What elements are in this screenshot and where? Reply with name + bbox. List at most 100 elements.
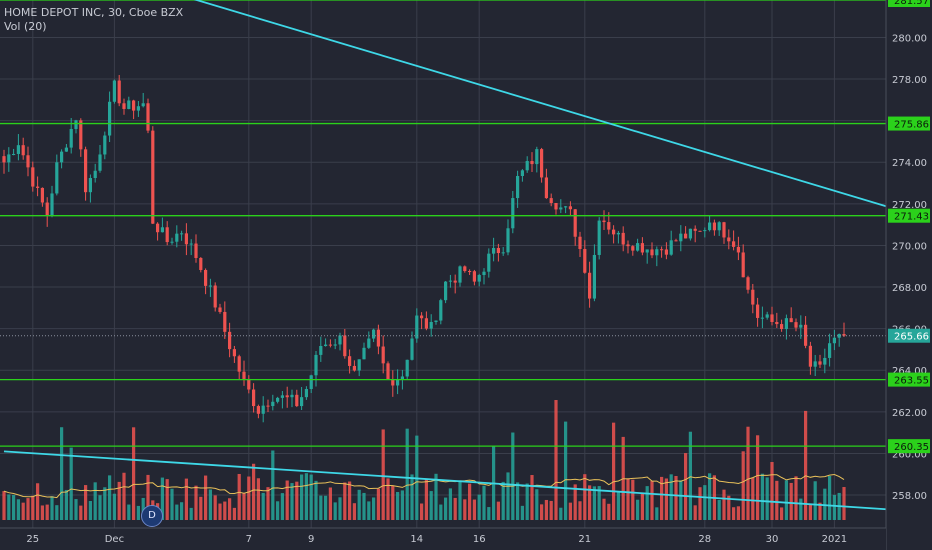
price-tick-label: 260.00 — [892, 449, 927, 460]
candle-body — [180, 233, 184, 235]
candle-body — [276, 397, 280, 402]
volume-bar — [420, 503, 424, 520]
candle-body — [741, 252, 745, 278]
candle-body — [751, 289, 755, 305]
trend-lines[interactable] — [3, 0, 893, 511]
volume-bar — [770, 462, 774, 520]
candle-body — [612, 229, 616, 235]
candle-body — [410, 338, 414, 360]
price-tick-label: 280.00 — [892, 33, 927, 44]
volume-bar — [136, 505, 140, 520]
volume-bar — [405, 428, 409, 520]
candle-body — [367, 338, 371, 348]
candle-body — [194, 243, 198, 258]
candle-body — [487, 253, 491, 272]
price-tick-label: 264.00 — [892, 366, 927, 377]
volume-bar — [132, 427, 136, 520]
volume-bar — [12, 495, 16, 520]
candle-body — [434, 320, 438, 322]
candle-body — [549, 198, 553, 203]
volume-bar — [842, 487, 846, 520]
volume-bar — [612, 422, 616, 520]
volume-bar — [2, 491, 6, 520]
candle-body — [688, 228, 692, 239]
time-axis-panel — [0, 528, 886, 550]
candle-body — [756, 304, 760, 318]
volume-bar — [674, 475, 678, 520]
volume-bar — [381, 429, 385, 520]
candle-body — [813, 361, 817, 367]
candle-body — [45, 202, 49, 216]
volume-bar — [84, 485, 88, 520]
volume-bar — [597, 486, 601, 520]
trend-line — [193, 0, 893, 209]
candle-body — [770, 314, 774, 322]
candle-body — [314, 354, 318, 376]
volume-indicator-label[interactable]: Vol (20) — [4, 20, 47, 33]
volume-bar — [501, 481, 505, 520]
candle-body — [280, 395, 284, 398]
candle-body — [199, 257, 203, 270]
horizontal-levels[interactable] — [0, 0, 886, 447]
volume-bar — [204, 475, 208, 520]
candle-body — [391, 379, 395, 386]
level-price-label: 263.55 — [894, 376, 929, 387]
price-tick-label: 258.00 — [892, 491, 927, 502]
volume-bar — [602, 498, 606, 520]
symbol-title[interactable]: HOME DEPOT INC, 30, Cboe BZX — [4, 6, 184, 19]
volume-bar — [295, 481, 299, 520]
volume-bar — [285, 480, 289, 520]
dividend-marker-icon[interactable]: D — [141, 505, 163, 527]
volume-bar — [160, 477, 164, 520]
candle-body — [712, 222, 716, 231]
volume-bar — [256, 478, 260, 520]
volume-bar — [487, 507, 491, 520]
volume-bar — [74, 499, 78, 520]
candle-body — [631, 246, 635, 251]
volume-bar — [496, 501, 500, 520]
volume-bar — [544, 499, 548, 520]
candle-body — [16, 145, 20, 154]
candle-body — [453, 280, 457, 283]
volume-bar — [64, 489, 68, 520]
current-price-label: 265.66 — [894, 332, 929, 343]
volume-bar — [55, 505, 59, 520]
candle-body — [765, 314, 769, 318]
candle-body — [482, 271, 486, 276]
volume-bar — [573, 484, 577, 520]
candlestick-series — [2, 74, 846, 423]
candle-body — [348, 356, 352, 366]
candle-body — [328, 344, 332, 346]
candle-body — [698, 230, 702, 232]
candle-body — [141, 103, 145, 107]
volume-bar — [165, 479, 169, 520]
volume-bar — [525, 483, 529, 520]
volume-bar — [640, 492, 644, 520]
candle-body — [93, 170, 97, 179]
volume-bar — [60, 427, 64, 520]
candle-body — [343, 335, 347, 357]
volume-bar — [616, 492, 620, 520]
candle-body — [463, 266, 467, 272]
candle-body — [669, 240, 673, 255]
candle-body — [2, 156, 6, 163]
volume-bar — [607, 503, 611, 520]
volume-bar — [669, 474, 673, 520]
volume-bar — [655, 507, 659, 520]
candle-body — [492, 247, 496, 254]
volume-bar — [184, 478, 188, 520]
volume-bar — [304, 473, 308, 520]
candle-body — [420, 315, 424, 319]
candle-body — [784, 318, 788, 329]
candle-body — [568, 206, 572, 210]
volume-bar — [21, 502, 25, 520]
candle-body — [7, 154, 11, 163]
volume-bar — [540, 504, 544, 520]
candle-body — [26, 155, 30, 168]
candle-body — [693, 228, 697, 231]
candle-body — [583, 248, 587, 273]
candle-body — [12, 153, 16, 155]
volume-bar — [444, 497, 448, 520]
candle-body — [136, 106, 140, 111]
